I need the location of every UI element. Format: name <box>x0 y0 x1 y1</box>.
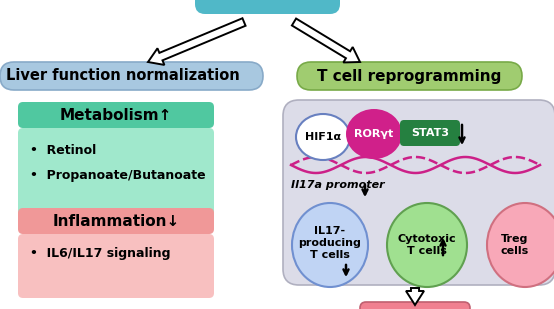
Polygon shape <box>406 288 424 305</box>
FancyBboxPatch shape <box>18 128 214 220</box>
Text: •  Propanoate/Butanoate: • Propanoate/Butanoate <box>30 170 206 183</box>
Text: HIF1α: HIF1α <box>305 132 341 142</box>
FancyBboxPatch shape <box>18 234 214 298</box>
Text: Il17a promoter: Il17a promoter <box>291 180 384 190</box>
Ellipse shape <box>292 203 368 287</box>
Text: T cell reprogramming: T cell reprogramming <box>317 69 502 83</box>
Text: Metabolism↑: Metabolism↑ <box>60 108 172 122</box>
Text: STAT3: STAT3 <box>411 128 449 138</box>
Ellipse shape <box>346 109 402 159</box>
FancyBboxPatch shape <box>360 302 470 309</box>
FancyBboxPatch shape <box>283 100 554 285</box>
Ellipse shape <box>296 114 350 160</box>
Ellipse shape <box>387 203 467 287</box>
Text: IL17-
producing
T cells: IL17- producing T cells <box>299 226 361 260</box>
Text: Cytotoxic
T cells: Cytotoxic T cells <box>398 234 456 256</box>
FancyBboxPatch shape <box>18 102 214 128</box>
Text: Inflammation↓: Inflammation↓ <box>53 214 179 228</box>
FancyBboxPatch shape <box>400 120 460 146</box>
FancyBboxPatch shape <box>18 208 214 234</box>
Ellipse shape <box>487 203 554 287</box>
FancyBboxPatch shape <box>0 62 263 90</box>
Text: RORγt: RORγt <box>355 129 394 139</box>
Text: Liver function normalization: Liver function normalization <box>6 69 240 83</box>
FancyBboxPatch shape <box>297 62 522 90</box>
Polygon shape <box>148 18 245 65</box>
Text: Treg
cells: Treg cells <box>501 234 529 256</box>
Polygon shape <box>292 19 360 62</box>
Text: •  Retinol: • Retinol <box>30 143 96 156</box>
FancyBboxPatch shape <box>195 0 340 14</box>
Text: •  IL6/IL17 signaling: • IL6/IL17 signaling <box>30 247 171 260</box>
